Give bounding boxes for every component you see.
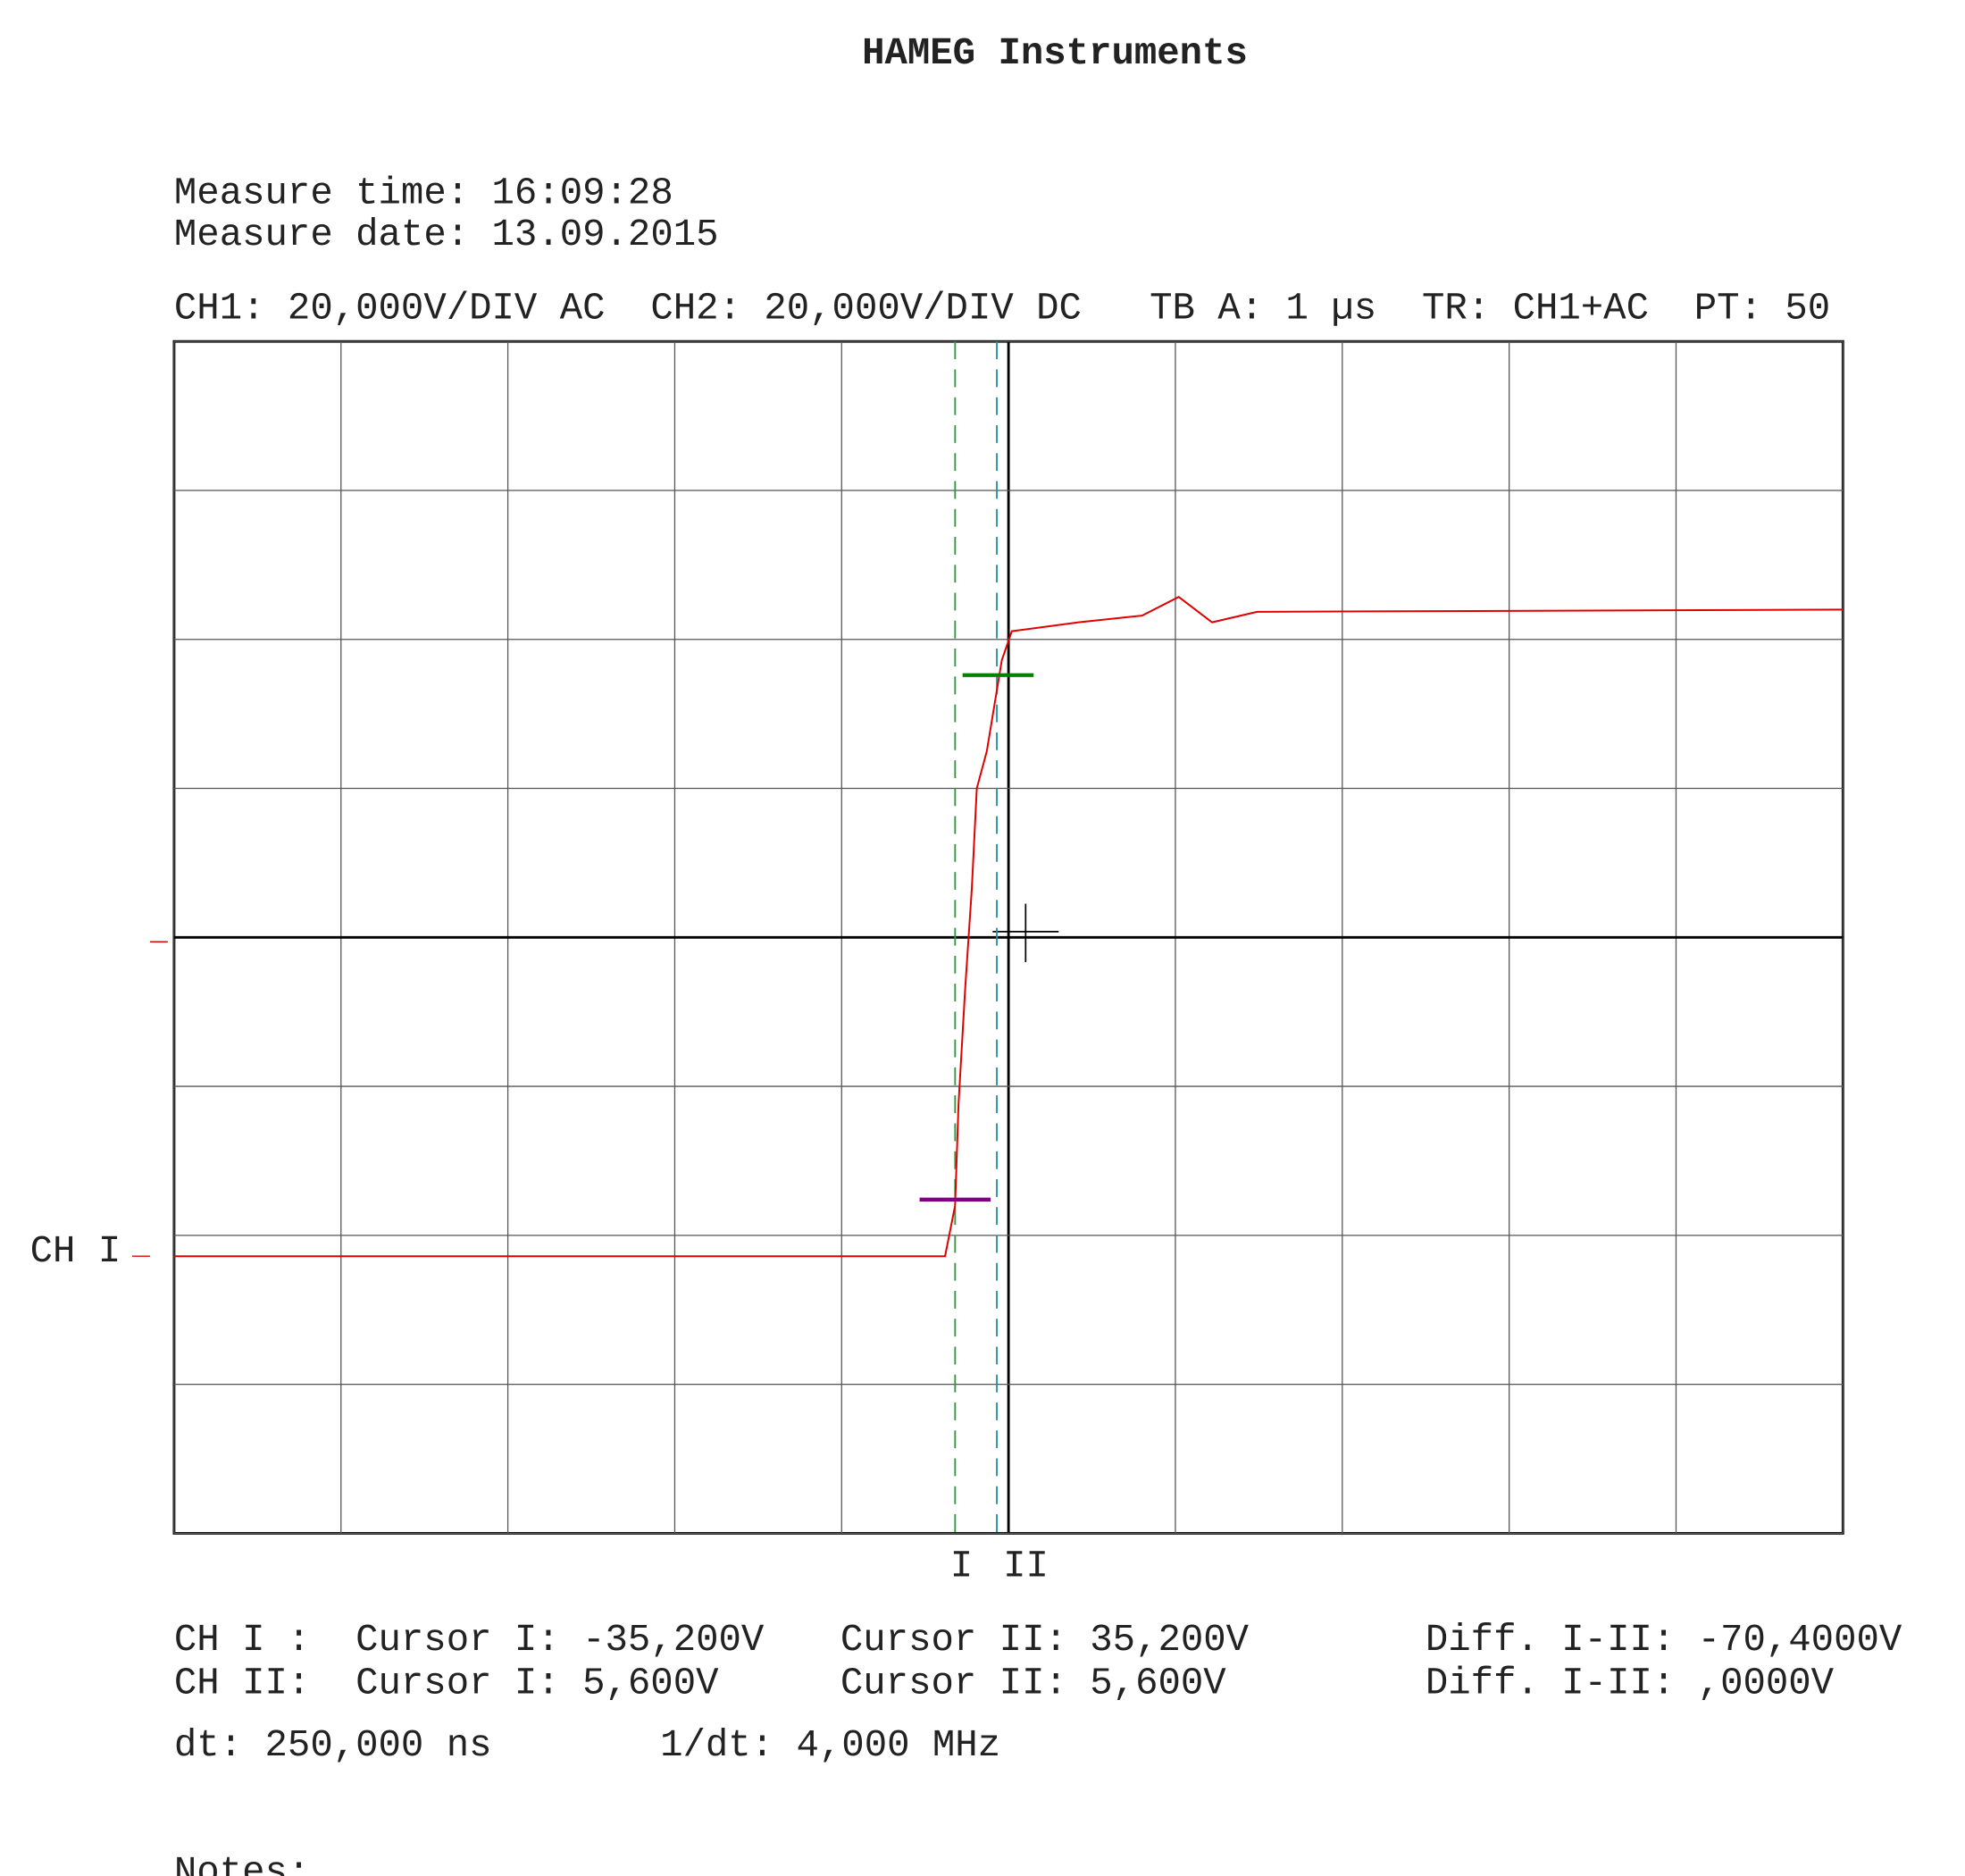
readout: CH II: — [174, 1662, 310, 1704]
dt: dt: 250,000 ns — [174, 1724, 492, 1767]
readout: CH I : — [174, 1619, 310, 1662]
readout: Diff. I-II: ,0000V — [1426, 1662, 1835, 1704]
readout: Cursor II: 5,600V — [840, 1662, 1226, 1704]
crosshair — [992, 903, 1059, 962]
waveform — [173, 596, 1844, 1258]
readout: Cursor II: 35,200V — [840, 1619, 1250, 1662]
cursor-label: II — [1003, 1545, 1049, 1588]
readout: Cursor I: 5,600V — [355, 1662, 719, 1704]
readout: Cursor I: -35,200V — [355, 1619, 765, 1662]
notes: Notes: — [174, 1851, 310, 1876]
readout: Diff. I-II: -70,4000V — [1426, 1619, 1902, 1662]
inv-dt: 1/dt: 4,000 MHz — [660, 1724, 1000, 1767]
settings: CH1: 20,000V/DIV AC CH2: 20,000V/DIV DC … — [174, 288, 1830, 331]
measure-time: Measure time: 16:09:28 — [174, 172, 673, 214]
cursor-label: I — [950, 1545, 973, 1588]
measure-date: Measure date: 13.09.2015 — [174, 214, 719, 256]
channel-marker: CH I — [30, 1230, 121, 1273]
chart-title: HAMEG Instruments — [862, 32, 1248, 75]
